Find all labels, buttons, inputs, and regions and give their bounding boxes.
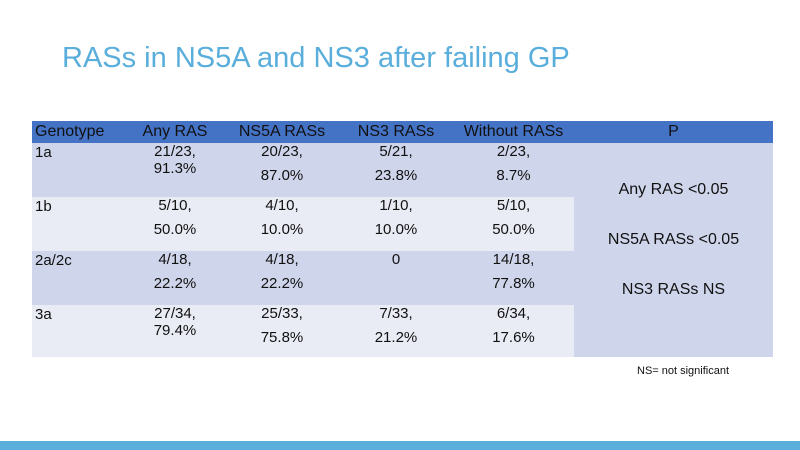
any-ras-count: 5/10, [158, 197, 192, 214]
ns3-percent: 23.8% [374, 167, 418, 184]
footnote: NS= not significant [637, 365, 730, 377]
ns5a-count: 20/23, [261, 143, 303, 160]
header-ns3-rass: NS3 RASs [339, 121, 453, 143]
any-ras-cell: 5/10, 50.0% [125, 197, 225, 251]
table-row: 1a 21/23, 91.3% 20/23, 87.0% 5/21, 23.8% [32, 143, 773, 357]
ns5a-cell: 25/33, 75.8% [225, 305, 339, 357]
ns5a-count: 25/33, [261, 305, 303, 322]
genotype-cell: 3a [32, 305, 125, 357]
without-count: 2/23, [496, 143, 531, 160]
without-count: 5/10, [496, 197, 531, 214]
without-percent: 77.8% [492, 275, 535, 292]
ns5a-cell: 20/23, 87.0% [225, 143, 339, 197]
without-cell: 6/34, 17.6% [453, 305, 574, 357]
without-percent: 8.7% [496, 167, 531, 184]
genotype-cell: 1a [32, 143, 125, 197]
table-row: 1b 5/10, 50.0% 4/10, 10.0% 1/10, 10.0% [32, 197, 773, 251]
any-ras-percent: 50.0% [153, 221, 197, 238]
without-count: 6/34, [496, 305, 531, 322]
ns5a-percent: 10.0% [260, 221, 304, 238]
any-ras-count: 4/18, [158, 251, 192, 268]
ns3-count: 1/10, [379, 197, 413, 214]
any-ras-percent: 91.3% [153, 160, 197, 177]
table-row: 3a 27/34, 79.4% 25/33, 75.8% 7/33, 21.2% [32, 305, 773, 357]
table-header-row: Genotype Any RAS NS5A RASs NS3 RASs With… [32, 121, 773, 143]
p-value-cell: Any RAS <0.05 NS5A RASs <0.05 NS3 RASs N… [574, 143, 773, 357]
header-ns5a-rass: NS5A RASs [225, 121, 339, 143]
without-percent: 17.6% [492, 329, 535, 346]
ns5a-cell: 4/10, 10.0% [225, 197, 339, 251]
ns3-count: 5/21, [379, 143, 413, 160]
ns5a-count: 4/18, [265, 251, 299, 268]
without-cell: 5/10, 50.0% [453, 197, 574, 251]
ns5a-cell: 4/18, 22.2% [225, 251, 339, 305]
genotype-label: 2a/2c [35, 252, 72, 269]
header-p: P [574, 121, 773, 143]
genotype-label: 1a [35, 144, 52, 161]
ns3-cell: 5/21, 23.8% [339, 143, 453, 197]
ns3-percent: 10.0% [374, 221, 418, 238]
ns3-count: 7/33, [379, 305, 413, 322]
genotype-cell: 1b [32, 197, 125, 251]
ns5a-percent: 87.0% [260, 167, 304, 184]
p-value-any-ras: Any RAS <0.05 [618, 181, 729, 198]
table-row: 2a/2c 4/18, 22.2% 4/18, 22.2% 0 [32, 251, 773, 305]
ns5a-percent: 22.2% [260, 275, 304, 292]
ns3-count: 0 [391, 251, 401, 268]
any-ras-count: 21/23, [154, 143, 196, 160]
without-count: 14/18, [492, 251, 535, 268]
p-value-ns5a: NS5A RASs <0.05 [607, 231, 740, 248]
without-cell: 2/23, 8.7% [453, 143, 574, 197]
without-percent: 50.0% [492, 221, 535, 238]
header-any-ras: Any RAS [125, 121, 225, 143]
any-ras-count: 27/34, [154, 305, 196, 322]
ns3-cell: 0 [339, 251, 453, 305]
ns5a-count: 4/10, [265, 197, 299, 214]
bottom-accent-bar [0, 441, 800, 450]
ns3-cell: 7/33, 21.2% [339, 305, 453, 357]
ns5a-percent: 75.8% [260, 329, 304, 346]
any-ras-cell: 27/34, 79.4% [125, 305, 225, 357]
any-ras-cell: 4/18, 22.2% [125, 251, 225, 305]
ns3-percent: 21.2% [374, 329, 418, 346]
ns3-cell: 1/10, 10.0% [339, 197, 453, 251]
header-without-rass: Without RASs [453, 121, 574, 143]
slide-title: RASs in NS5A and NS3 after failing GP [62, 42, 570, 74]
header-genotype: Genotype [32, 121, 125, 143]
results-table: Genotype Any RAS NS5A RASs NS3 RASs With… [32, 121, 773, 357]
p-value-ns3: NS3 RASs NS [621, 281, 726, 298]
without-cell: 14/18, 77.8% [453, 251, 574, 305]
any-ras-percent: 22.2% [153, 275, 197, 292]
any-ras-percent: 79.4% [153, 322, 197, 339]
genotype-cell: 2a/2c [32, 251, 125, 305]
genotype-label: 1b [35, 198, 52, 215]
genotype-label: 3a [35, 306, 52, 323]
any-ras-cell: 21/23, 91.3% [125, 143, 225, 197]
